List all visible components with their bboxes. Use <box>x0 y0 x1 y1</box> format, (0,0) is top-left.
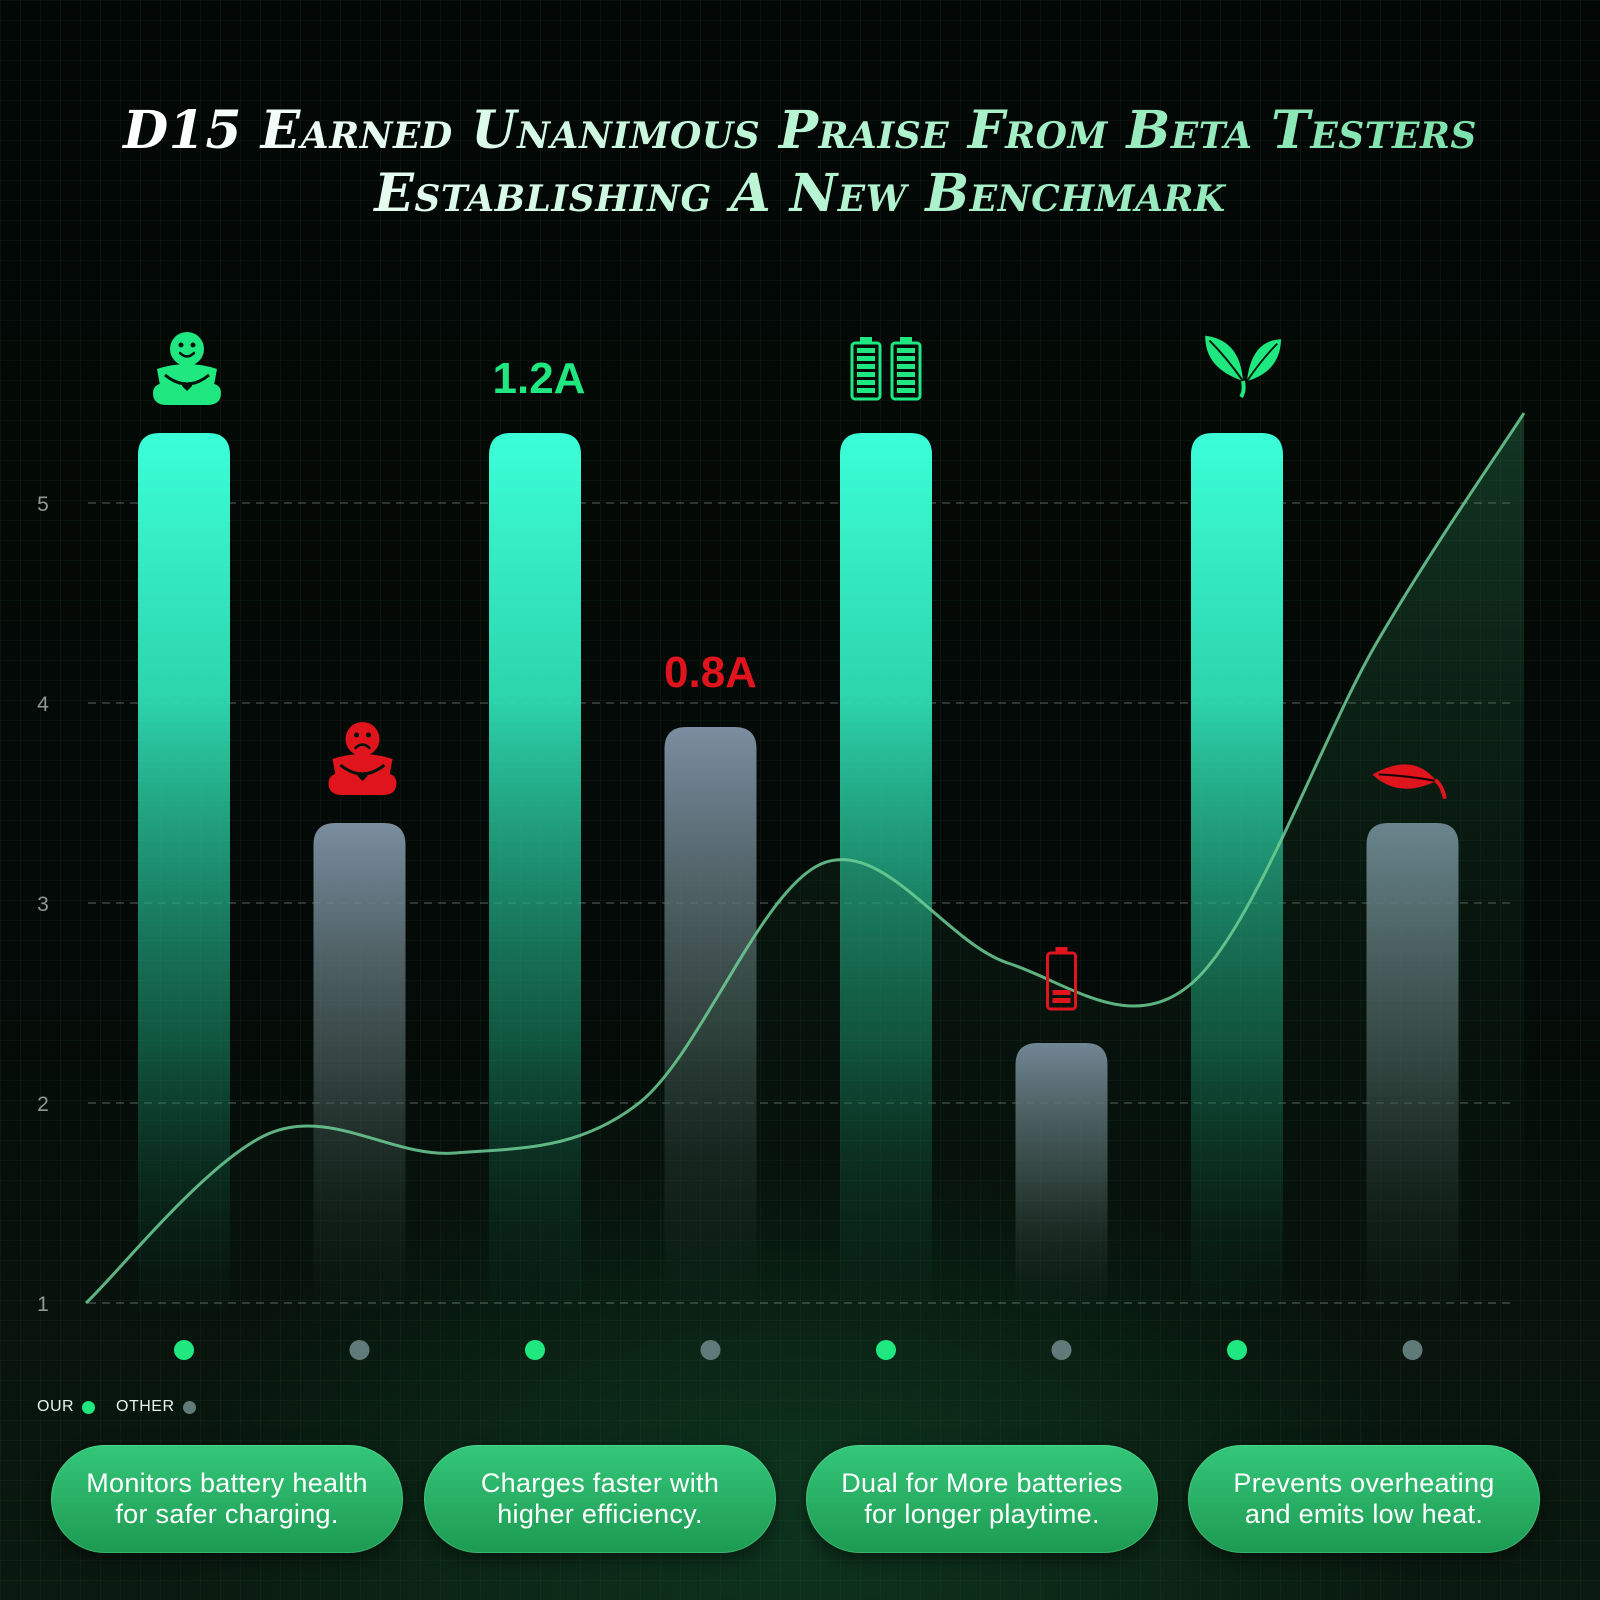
y-tick-label: 1 <box>37 1293 49 1316</box>
feature-pill-line: Monitors battery health <box>86 1468 368 1498</box>
bar-our <box>138 433 230 1310</box>
double-full-battery-icon <box>850 337 922 401</box>
group-dot-other <box>700 1340 721 1360</box>
trend-curve <box>84 412 1526 1305</box>
low-battery-icon <box>1046 947 1077 1011</box>
group-dot-other <box>1402 1340 1423 1360</box>
feature-pill-line: Charges faster with <box>480 1468 720 1498</box>
bar-value-label: 1.2A <box>493 354 586 403</box>
feature-pill-faster-charging: Charges faster with higher efficiency. <box>424 1445 776 1553</box>
feature-pill-low-heat: Prevents overheating and emits low heat. <box>1188 1445 1540 1553</box>
feature-pill-line: and emits low heat. <box>1244 1499 1484 1529</box>
title-line-2: Establishing A New Benchmark <box>0 163 1600 224</box>
group-dot-our <box>174 1340 194 1360</box>
legend-item-our: OUR <box>37 1396 96 1418</box>
legend-label-our: OUR <box>37 1398 75 1415</box>
feature-pill-line: higher efficiency. <box>497 1499 703 1529</box>
sad-figure-icon <box>328 722 397 795</box>
group-dot-other <box>349 1340 370 1360</box>
legend-dot-our <box>82 1400 96 1414</box>
happy-figure-icon <box>153 332 221 405</box>
y-tick-label: 3 <box>37 893 49 916</box>
trend-area <box>86 413 1524 1320</box>
y-tick-label: 2 <box>37 1093 49 1116</box>
group-dot-other <box>1051 1340 1072 1360</box>
feature-pill-line: Prevents overheating <box>1233 1468 1495 1498</box>
legend-dot-other <box>182 1400 196 1414</box>
feature-pill-line: for safer charging. <box>115 1499 339 1529</box>
feature-pill-battery-health: Monitors battery health for safer chargin… <box>51 1445 403 1553</box>
legend-label-other: OTHER <box>116 1398 175 1415</box>
legend-item-other: OTHER <box>116 1396 196 1418</box>
wilted-leaf-icon <box>1372 764 1447 799</box>
group-dot-our <box>525 1340 545 1360</box>
feature-pill-dual-batteries: Dual for More batteries for longer playti… <box>806 1445 1158 1553</box>
title-line-1: D15 Earned Unanimous Praise From Beta Te… <box>0 100 1600 161</box>
bar-value-label: 0.8A <box>664 648 757 697</box>
bar-our <box>489 433 581 1310</box>
group-dot-our <box>1227 1340 1247 1360</box>
green-leaves-icon <box>1205 335 1282 399</box>
feature-pill-line: Dual for More batteries <box>841 1468 1123 1498</box>
y-tick-label: 4 <box>37 693 49 716</box>
feature-pill-line: for longer playtime. <box>864 1499 1100 1529</box>
y-tick-label: 5 <box>37 493 49 516</box>
group-dot-our <box>876 1340 896 1360</box>
